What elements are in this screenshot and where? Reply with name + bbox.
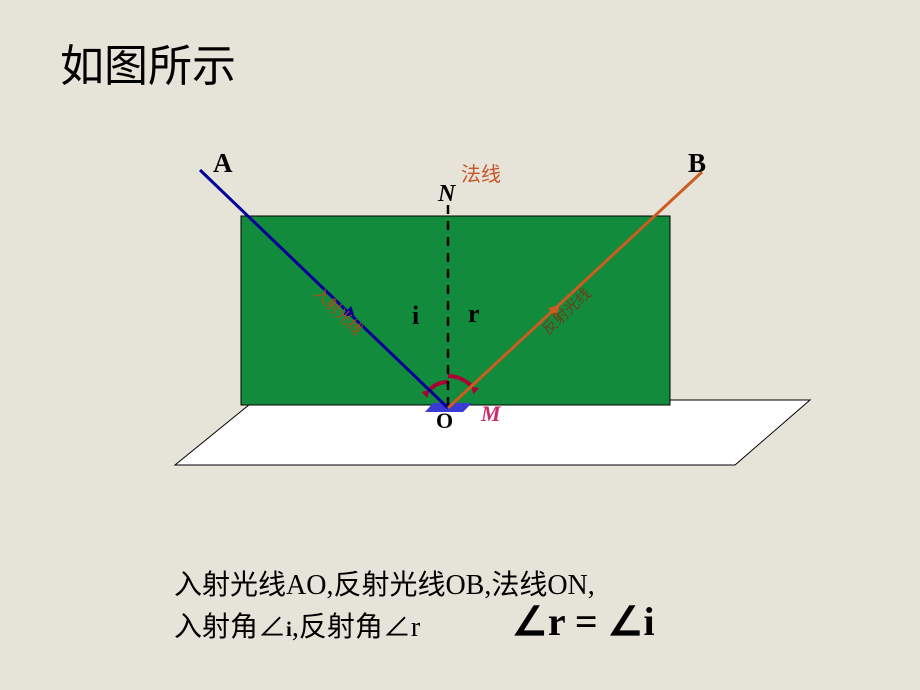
angle-r-label: r <box>468 299 480 329</box>
angle-i-label: i <box>412 301 419 331</box>
label-M: M <box>481 401 501 427</box>
normal-label: 法线 <box>461 158 501 187</box>
label-A: A <box>213 148 233 179</box>
label-O: O <box>436 408 453 434</box>
label-N: N <box>438 181 455 208</box>
reflection-equation: ∠r = ∠i <box>512 598 655 645</box>
label-B: B <box>688 148 706 179</box>
